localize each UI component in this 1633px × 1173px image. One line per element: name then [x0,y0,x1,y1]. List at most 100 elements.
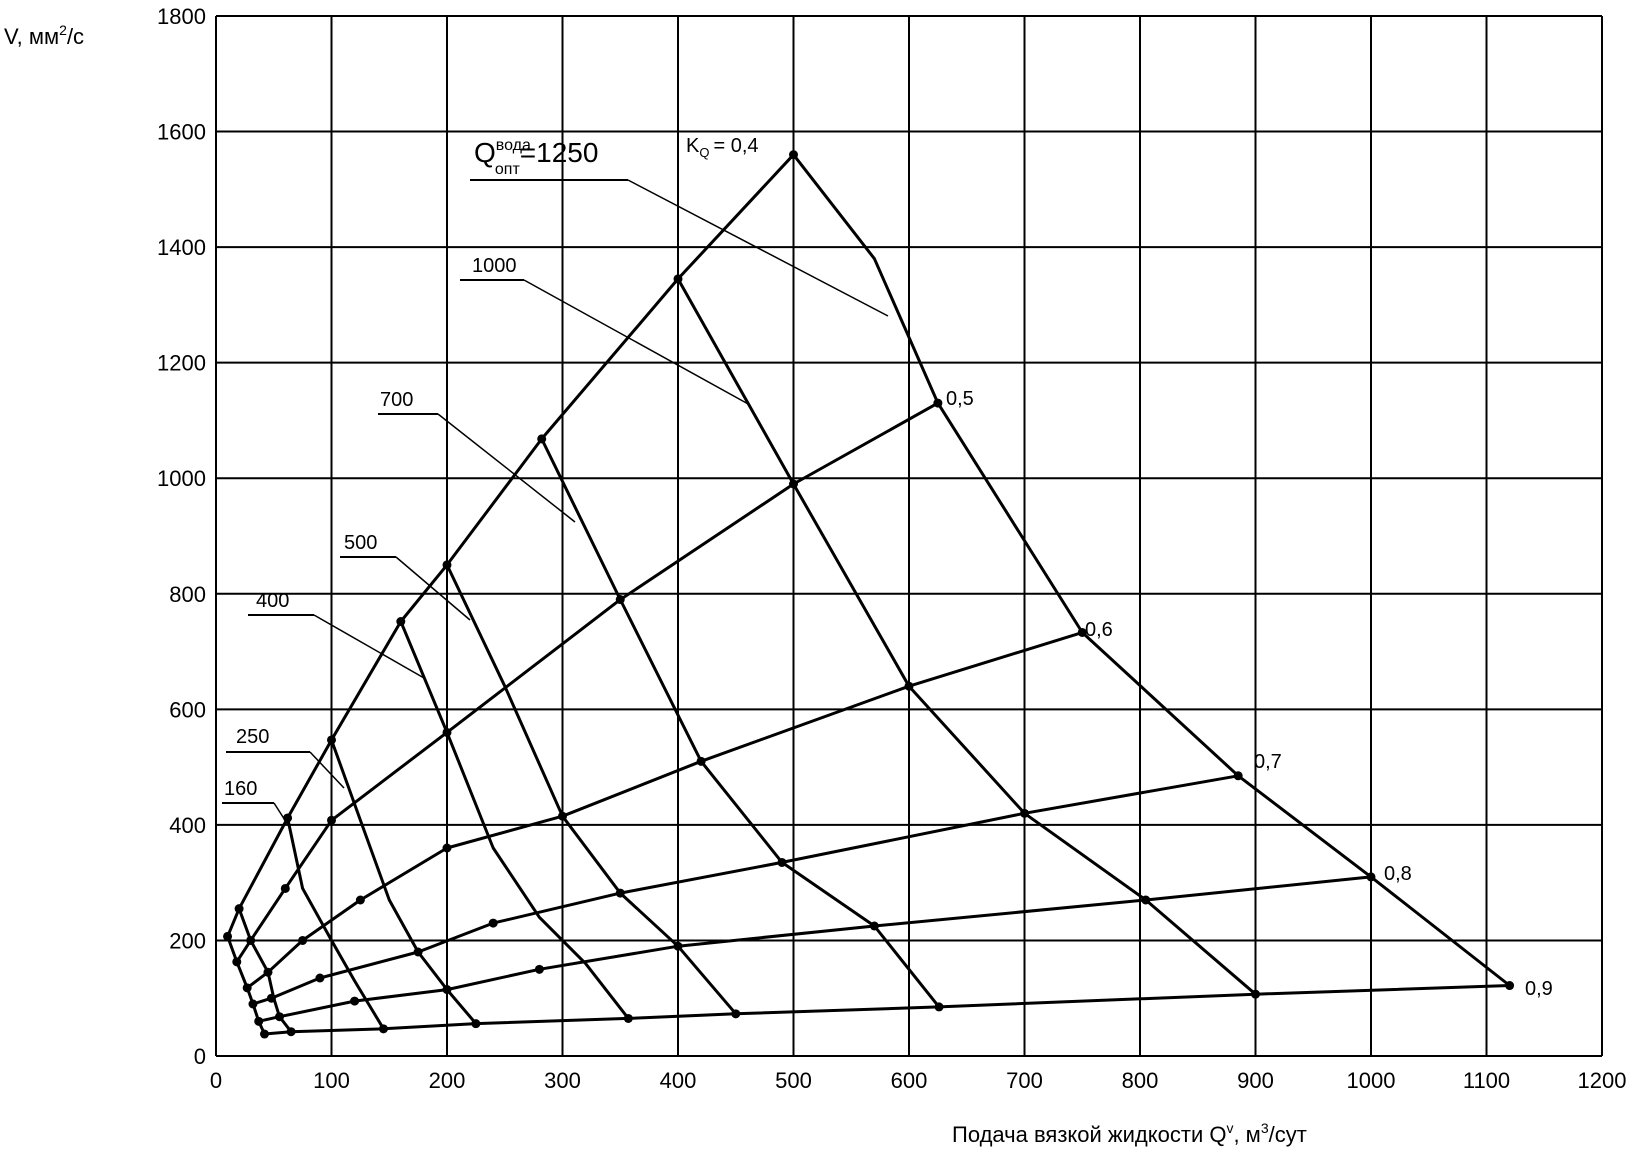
kq-line-0-7 [251,774,1240,1006]
flow-label-1000-leader [523,279,751,406]
data-point [933,398,943,408]
y-tick-label: 200 [169,928,206,953]
data-point [378,1024,388,1034]
data-point [248,999,258,1009]
x-tick-label: 700 [1006,1068,1043,1093]
data-point [286,1027,296,1037]
flow-curve-1000 [676,277,1257,996]
data-point [242,983,252,993]
flow-label-500-leader [395,556,471,621]
y-tick-label: 1800 [157,4,206,29]
data-point [1077,627,1087,637]
y-axis-label: V, мм2/с [4,22,84,49]
data-point [280,883,290,893]
data-point [396,617,406,627]
kq-label-0-8: 0,8 [1384,863,1412,885]
markers [223,150,1515,1039]
data-point [869,921,879,931]
data-point [442,560,452,570]
data-point [673,274,683,284]
data-point [232,957,242,967]
data-point [442,985,452,995]
y-tick-label: 800 [169,582,206,607]
data-point [615,888,625,898]
y-tick-label: 1200 [157,351,206,376]
flow-curve-1250 [792,153,1512,987]
data-point [315,973,325,983]
data-point [623,1013,633,1023]
kq-label-0-6: 0,6 [1085,619,1113,641]
data-point [275,1012,285,1022]
data-point [934,1002,944,1012]
data-point [1505,981,1515,991]
qopt-label-1250-leader [627,179,889,317]
flow-label-700-leader [437,413,576,523]
grid [215,15,1603,1057]
data-point [413,947,423,957]
data-point [246,935,256,945]
data-point [488,918,498,928]
data-point [266,993,276,1003]
flow-label-160: 160 [224,778,257,800]
data-point [234,904,244,914]
data-point [263,967,273,977]
data-point [260,1029,270,1039]
data-point [1141,895,1151,905]
data-point [789,479,798,489]
flow-label-400: 400 [256,590,289,612]
flow-label-500: 500 [344,532,377,554]
x-tick-label: 0 [210,1068,222,1093]
data-point [696,756,706,766]
x-tick-label: 400 [660,1068,697,1093]
flow-curve-500 [445,563,738,1016]
x-tick-label: 100 [313,1068,350,1093]
data-point [355,895,365,905]
x-tick-label: 200 [429,1068,466,1093]
data-point [534,964,544,974]
y-tick-label: 1400 [157,235,206,260]
data-point [327,735,336,745]
x-tick-label: 1200 [1578,1068,1627,1093]
qopt-label-1250: Qвода опт=1250 [474,137,598,178]
data-point [471,1019,481,1029]
flow-label-700: 700 [380,389,413,411]
y-tick-label: 400 [169,813,206,838]
data-point [223,931,233,941]
kq-label-0-7: 0,7 [1254,751,1282,773]
x-axis-label: Подача вязкой жидкости Qv, м3/сут [952,1120,1307,1147]
y-tick-label: 1000 [157,466,206,491]
data-point [298,935,308,945]
x-tick-label: 300 [544,1068,581,1093]
data-point [442,843,452,853]
flow-label-160-leader [273,802,291,829]
data-point [1251,989,1260,999]
data-point [254,1016,264,1026]
flow-label-400-leader [313,614,425,679]
data-point [731,1009,741,1019]
y-tick-label: 0 [194,1044,206,1069]
data-point [673,941,683,951]
data-point [1366,872,1376,882]
kq-label-0-9: 0,9 [1525,978,1553,1000]
data-point [537,434,547,444]
kq-label-0-4: KQ = 0,4 [686,135,759,160]
flow-label-1000: 1000 [472,255,517,277]
tick-labels: 0 100 200 300 400 500 600 700 800 900 1000 1100 1200… [157,4,1626,1093]
kq-line-0-5 [235,401,940,964]
flow-label-250: 250 [236,726,269,748]
x-tick-label: 1000 [1347,1068,1396,1093]
kq-label-0-5: 0,5 [946,388,974,410]
flow-curve-250 [330,738,478,1026]
flow-label-250-leader [309,751,345,789]
flow-curve-160 [286,816,385,1031]
data-point [327,815,336,825]
data-point [558,811,567,821]
data-point [789,150,798,160]
data-point [904,681,914,691]
data-point [1020,808,1029,818]
data-point [1233,771,1243,781]
y-tick-label: 600 [169,697,206,722]
x-tick-label: 900 [1237,1068,1274,1093]
flow-curve-700 [540,437,941,1009]
